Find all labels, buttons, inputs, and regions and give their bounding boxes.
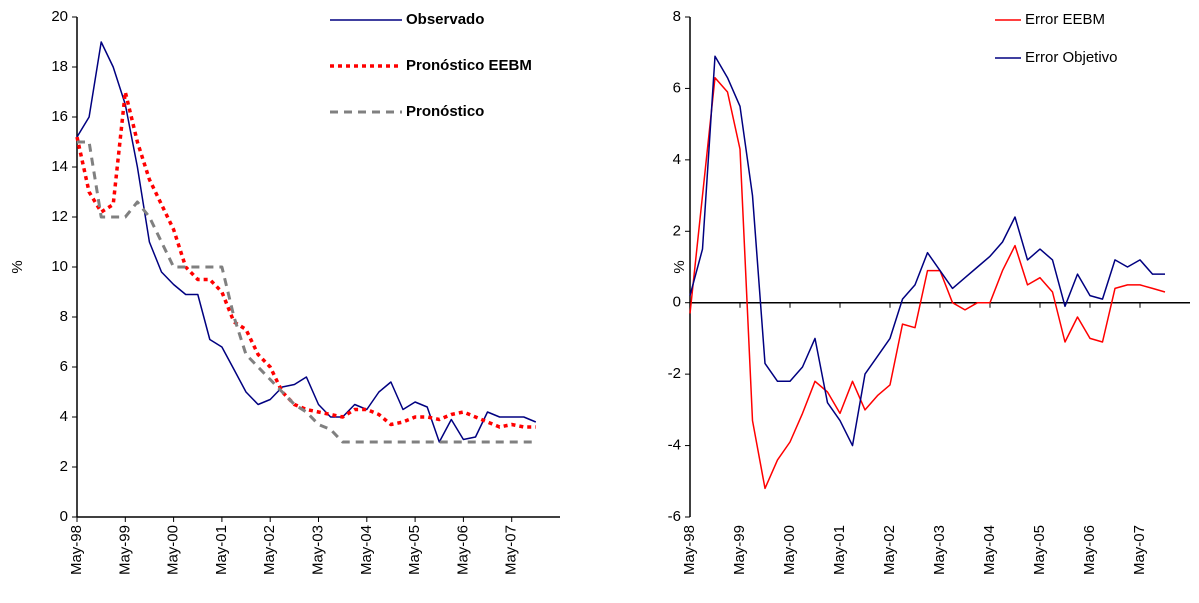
- x-tick-label: May-99: [731, 525, 748, 575]
- legend-label: Error Objetivo: [1025, 49, 1118, 66]
- x-tick-label: May-04: [358, 525, 375, 575]
- legend-label: Observado: [406, 11, 484, 28]
- x-tick-label: May-01: [831, 525, 848, 575]
- y-tick-label: -6: [668, 508, 681, 525]
- x-tick-label: May-06: [1081, 525, 1098, 575]
- y-tick-label: 4: [60, 408, 68, 425]
- y-tick-label: 10: [51, 258, 68, 275]
- y-tick-label: 0: [60, 508, 68, 525]
- x-tick-label: May-02: [881, 525, 898, 575]
- y-tick-label: 6: [673, 79, 681, 96]
- y-axis-title: %: [9, 260, 26, 273]
- x-tick-label: May-00: [165, 525, 182, 575]
- y-tick-label: -4: [668, 437, 681, 454]
- series-line: [77, 140, 536, 444]
- y-axis-title: %: [671, 260, 688, 273]
- x-tick-label: May-98: [68, 525, 85, 575]
- x-tick-label: May-05: [1031, 525, 1048, 575]
- x-tick-label: May-03: [309, 525, 326, 575]
- y-tick-label: 0: [673, 294, 681, 311]
- y-tick-label: 14: [51, 158, 68, 175]
- y-tick-label: 12: [51, 208, 68, 225]
- x-tick-label: May-04: [981, 525, 998, 575]
- x-tick-label: May-98: [681, 525, 698, 575]
- x-tick-label: May-03: [931, 525, 948, 575]
- x-tick-label: May-05: [406, 525, 423, 575]
- y-tick-label: 4: [673, 151, 681, 168]
- series-line: [76, 41, 537, 443]
- x-tick-label: May-07: [1131, 525, 1148, 575]
- series-line: [75, 90, 536, 429]
- legend-label: Pronóstico EEBM: [406, 57, 532, 74]
- y-tick-label: 20: [51, 8, 68, 25]
- series-line: [689, 55, 1165, 447]
- x-tick-label: May-99: [116, 525, 133, 575]
- y-tick-label: -2: [668, 365, 681, 382]
- series-line: [689, 76, 1166, 490]
- y-tick-label: 8: [673, 8, 681, 25]
- x-tick-label: May-06: [454, 525, 471, 575]
- x-tick-label: May-02: [261, 525, 278, 575]
- y-tick-label: 6: [60, 358, 68, 375]
- x-tick-label: May-07: [503, 525, 520, 575]
- y-tick-label: 16: [51, 108, 68, 125]
- y-tick-label: 2: [60, 458, 68, 475]
- legend-label: Pronóstico: [406, 103, 484, 120]
- y-tick-label: 2: [673, 222, 681, 239]
- legend-label: Error EEBM: [1025, 11, 1105, 28]
- x-tick-label: May-00: [781, 525, 798, 575]
- x-tick-label: May-01: [213, 525, 230, 575]
- y-tick-label: 8: [60, 308, 68, 325]
- y-tick-label: 18: [51, 58, 68, 75]
